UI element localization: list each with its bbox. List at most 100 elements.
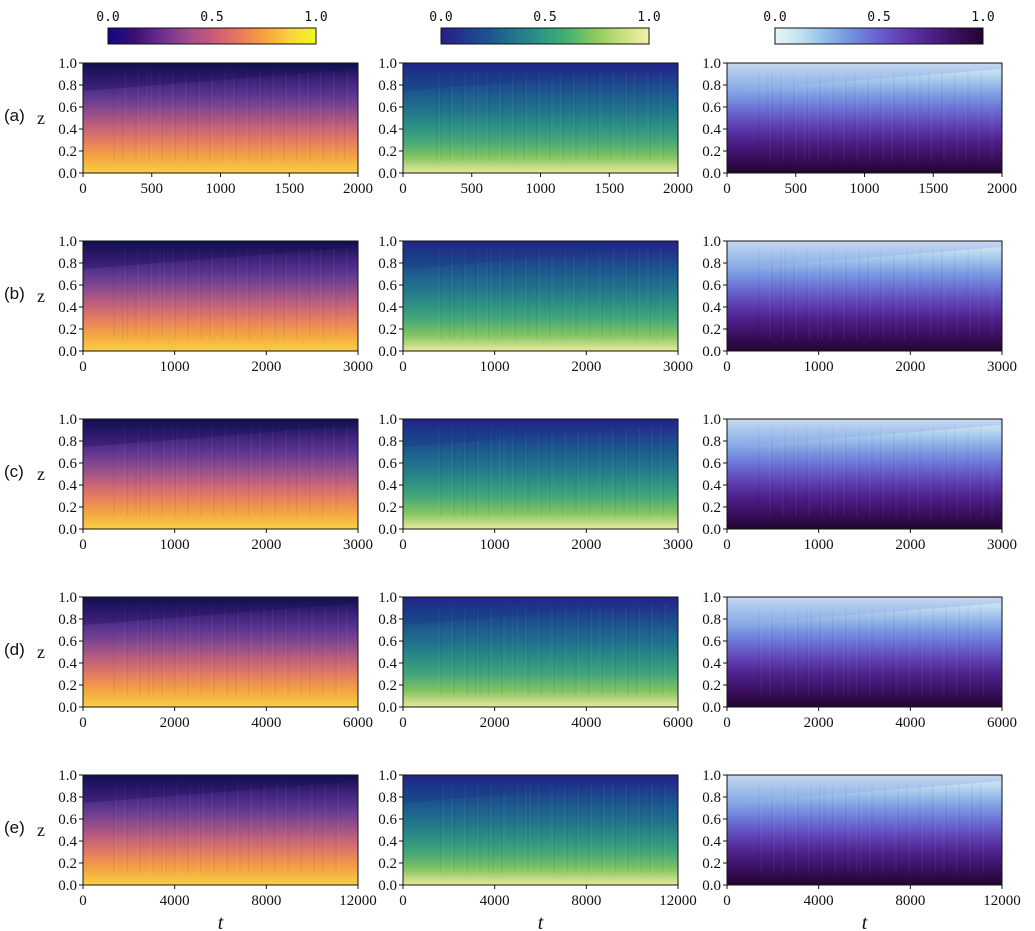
- streak-texture: [529, 783, 531, 873]
- heatmap-field: [83, 63, 358, 173]
- streak-texture: [834, 427, 836, 517]
- streak-texture: [335, 71, 337, 161]
- streak-texture: [196, 71, 198, 161]
- streak-texture: [488, 783, 490, 873]
- streak-texture: [346, 71, 348, 161]
- streak-texture: [597, 71, 599, 161]
- y-tick-label: 0.0: [702, 700, 721, 716]
- streak-texture: [651, 605, 653, 695]
- y-tick-label: 0.6: [702, 100, 721, 116]
- streak-texture: [564, 427, 566, 517]
- streak-texture: [908, 783, 910, 873]
- streak-texture: [834, 783, 836, 873]
- streak-texture: [209, 249, 211, 339]
- streak-texture: [601, 783, 603, 873]
- streak-texture: [982, 427, 984, 517]
- streak-texture: [882, 783, 884, 873]
- streak-texture: [274, 249, 276, 339]
- streak-texture: [603, 783, 605, 873]
- axes-frame: [402, 596, 679, 708]
- colorbar-tick-label: 0.0: [429, 10, 452, 25]
- streak-texture: [991, 427, 993, 517]
- y-tick-label: 0.4: [378, 656, 397, 672]
- streak-texture: [610, 249, 612, 339]
- panel-(d)-1: 0.0 0.2 0.4 0.6 0.8 1.0 0 2000 4000 6000: [58, 590, 373, 731]
- top-layer-wedge: [727, 241, 1002, 269]
- streak-texture: [298, 71, 300, 161]
- streak-texture: [906, 71, 908, 161]
- streak-texture: [235, 427, 237, 517]
- heatmap-field: [727, 775, 1002, 885]
- y-tick-label: 0.0: [58, 700, 77, 716]
- x-tick-label: 0: [399, 893, 407, 909]
- streak-texture: [261, 71, 263, 161]
- top-layer-wedge: [403, 63, 678, 91]
- y-tick-label: 1.0: [378, 412, 397, 428]
- streak-texture: [908, 605, 910, 695]
- colorbar-tick-label: 1.0: [304, 10, 327, 25]
- x-tick-label: 3000: [987, 537, 1017, 553]
- y-tick-label: 0.6: [702, 812, 721, 828]
- streak-texture: [346, 249, 348, 339]
- streak-texture: [501, 249, 503, 339]
- streak-texture: [954, 71, 956, 161]
- streak-texture: [817, 71, 819, 161]
- streak-texture: [261, 249, 263, 339]
- streak-texture: [562, 427, 564, 517]
- y-tick-label: 0.4: [702, 300, 721, 316]
- streak-texture: [540, 605, 542, 695]
- y-tick-label: 1.0: [702, 768, 721, 784]
- y-tick-label: 0.0: [378, 700, 397, 716]
- streak-texture: [553, 605, 555, 695]
- streak-texture: [551, 783, 553, 873]
- streak-texture: [503, 427, 505, 517]
- streak-texture: [967, 249, 969, 339]
- streak-texture: [588, 249, 590, 339]
- x-tick-label: 0: [723, 537, 731, 553]
- streak-texture: [272, 427, 274, 517]
- streak-texture: [298, 427, 300, 517]
- streak-texture: [488, 427, 490, 517]
- streak-texture: [250, 427, 252, 517]
- streak-texture: [285, 605, 287, 695]
- streak-texture: [651, 783, 653, 873]
- y-tick-label: 0.4: [378, 478, 397, 494]
- streak-texture: [213, 427, 215, 517]
- row-label: (d): [4, 640, 25, 659]
- y-tick-label: 1.0: [702, 590, 721, 606]
- streak-texture: [830, 249, 832, 339]
- streak-texture: [664, 783, 666, 873]
- streak-texture: [261, 605, 263, 695]
- streak-texture: [627, 783, 629, 873]
- streak-texture: [538, 427, 540, 517]
- y-tick-label: 0.2: [58, 500, 77, 516]
- streak-texture: [224, 427, 226, 517]
- streak-texture: [490, 427, 492, 517]
- heatmap-field: [403, 597, 678, 707]
- streak-texture: [564, 783, 566, 873]
- streak-texture: [819, 71, 821, 161]
- streak-texture: [884, 783, 886, 873]
- streak-texture: [337, 783, 339, 873]
- streak-texture: [263, 783, 265, 873]
- axes-frame: [726, 240, 1003, 352]
- streak-texture: [625, 783, 627, 873]
- streak-texture: [237, 605, 239, 695]
- streak-texture: [943, 71, 945, 161]
- z-axis-label: z: [37, 286, 45, 306]
- x-tick-label: 2000: [571, 359, 601, 375]
- streak-texture: [187, 249, 189, 339]
- streak-texture: [311, 427, 313, 517]
- streak-texture: [320, 249, 322, 339]
- y-tick-label: 0.4: [702, 834, 721, 850]
- streak-texture: [185, 605, 187, 695]
- streak-texture: [564, 249, 566, 339]
- streak-texture: [501, 71, 503, 161]
- panel-(a)-3: 0.0 0.2 0.4 0.6 0.8 1.0 0 500 1000 1500 2000: [702, 56, 1017, 197]
- streak-texture: [919, 427, 921, 517]
- top-layer-wedge: [727, 63, 1002, 91]
- streak-texture: [233, 71, 235, 161]
- z-axis-label: z: [37, 820, 45, 840]
- panel-(e)-1: 0.0 0.2 0.4 0.6 0.8 1.0 0 4000 8000 12000 t: [58, 768, 377, 931]
- y-tick-label: 1.0: [58, 234, 77, 250]
